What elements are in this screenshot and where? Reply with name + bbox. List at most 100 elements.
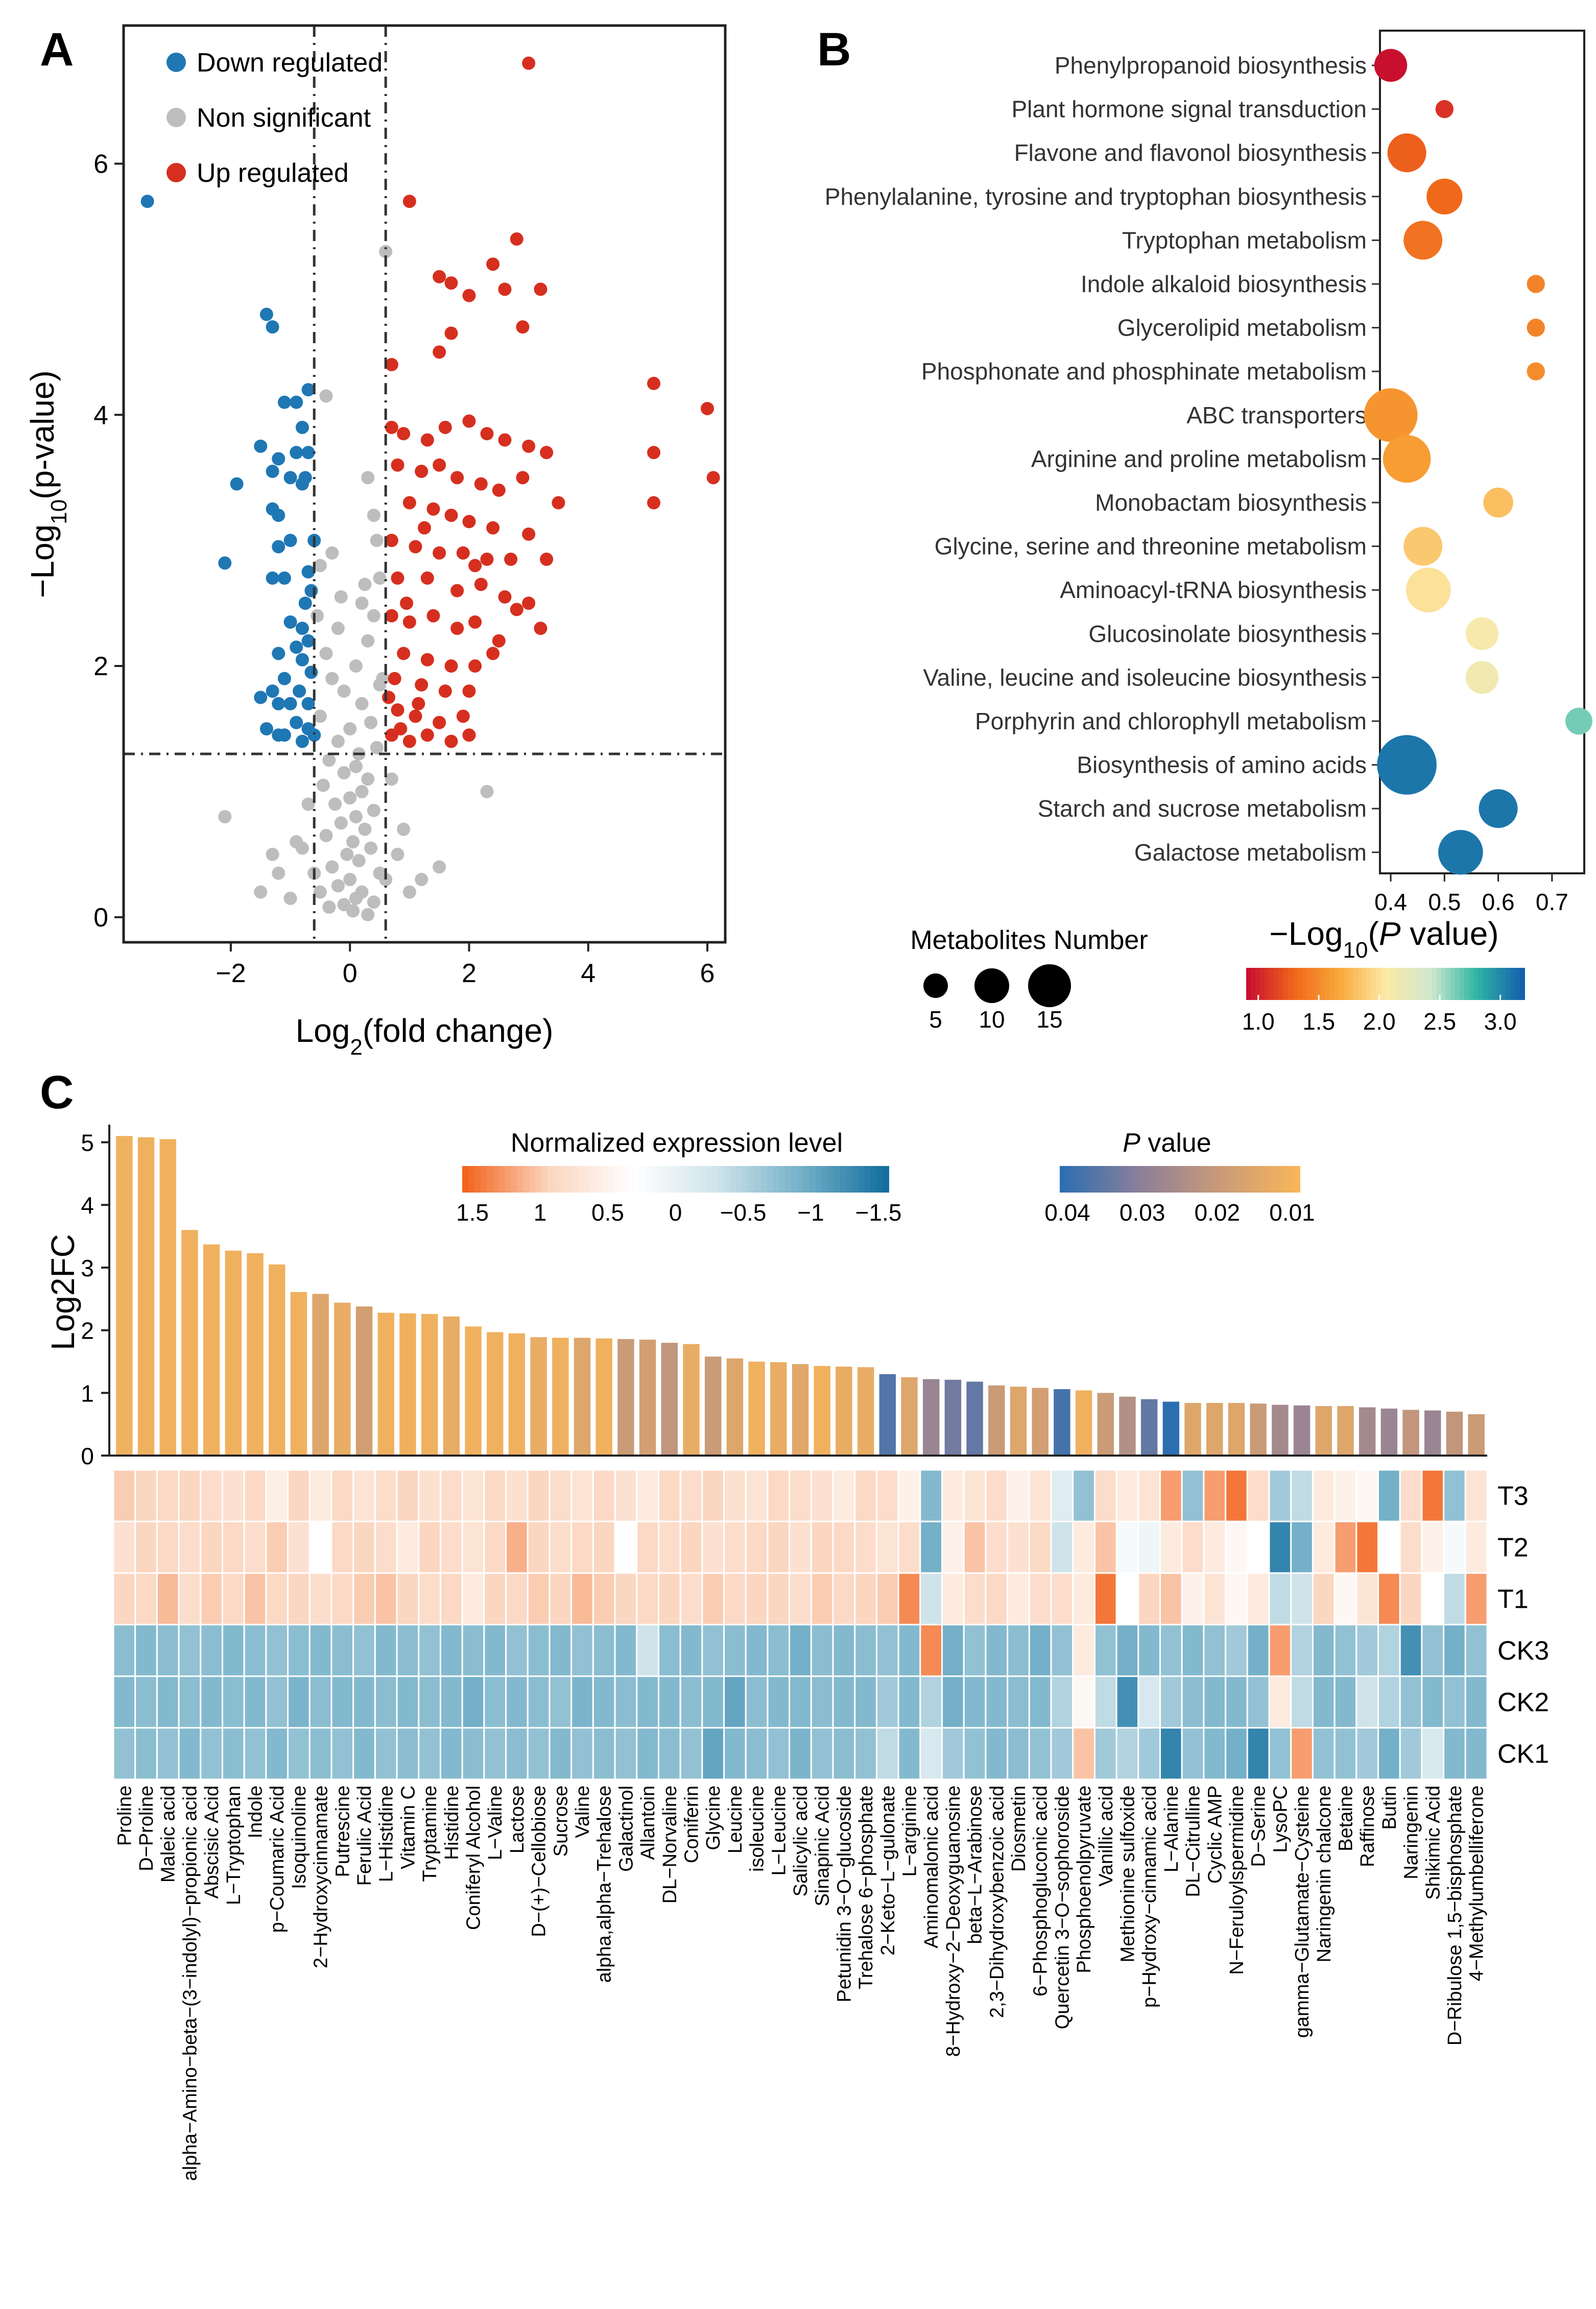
heatmap-cell <box>287 1624 311 1677</box>
pathway-x-tick-label: 0.6 <box>1482 889 1515 915</box>
volcano-x-ticks: −2 0 2 4 6 <box>216 942 714 988</box>
heatmap-cell <box>1421 1675 1445 1729</box>
color-legend-segment <box>1269 968 1275 1000</box>
heatmap-cell <box>200 1675 223 1729</box>
volcano-point <box>438 420 452 434</box>
color-legend-segment <box>1311 968 1317 1000</box>
heatmap-cell <box>243 1572 267 1626</box>
heatmap-cell <box>374 1727 398 1780</box>
color-legend-segment <box>1473 968 1479 1000</box>
log2fc-bar <box>595 1338 612 1456</box>
color-legend-segment <box>1274 968 1279 1000</box>
heatmap-cell <box>134 1469 158 1522</box>
heatmap-cell <box>265 1572 289 1626</box>
p-value-legend-segment <box>1280 1166 1286 1193</box>
color-legend-segment <box>1334 968 1340 1000</box>
volcano-point <box>444 326 458 340</box>
heatmap-row-label: CK3 <box>1497 1636 1549 1666</box>
volcano-point <box>325 672 339 685</box>
expression-legend-tick-label: 1.5 <box>456 1199 489 1226</box>
heatmap-cell <box>614 1469 638 1522</box>
heatmap-cell <box>265 1469 289 1522</box>
volcano-point <box>272 866 285 880</box>
volcano-frame <box>122 24 727 944</box>
volcano-point <box>498 590 512 604</box>
volcano-point <box>266 464 279 478</box>
color-legend-segment <box>1339 968 1344 1000</box>
volcano-point <box>349 759 363 773</box>
expression-legend-segment <box>627 1166 633 1193</box>
color-legend-tick-label: 1.0 <box>1242 1008 1275 1035</box>
volcano-point <box>480 784 494 798</box>
volcano-point <box>254 439 268 453</box>
heatmap-cell <box>1377 1572 1401 1626</box>
heatmap-cell <box>570 1675 594 1729</box>
p-value-legend-segment <box>1232 1166 1238 1193</box>
heatmap-cell <box>854 1624 877 1677</box>
heatmap-cell <box>352 1572 376 1626</box>
volcano-point <box>468 659 482 673</box>
heatmap-cell <box>875 1727 899 1780</box>
log2fc-bar <box>639 1340 656 1456</box>
heatmap-cell <box>527 1727 551 1780</box>
metabolite-label: Trehalose 6−phosphate <box>855 1786 877 1989</box>
heatmap-cell <box>439 1469 463 1522</box>
color-legend-segment <box>1283 968 1289 1000</box>
volcano-point <box>418 521 431 535</box>
pathway-label: Plant hormone signal transduction <box>1011 96 1367 123</box>
heatmap-cell <box>985 1727 1009 1780</box>
color-legend-segment <box>1459 968 1465 1000</box>
expression-legend-segment <box>578 1166 585 1193</box>
color-legend-segment <box>1515 968 1520 1000</box>
volcano-point <box>295 622 309 635</box>
volcano-point <box>444 659 458 673</box>
heatmap-cell <box>832 1572 856 1626</box>
heatmap-cell <box>1377 1727 1401 1780</box>
p-value-legend-segment <box>1276 1166 1281 1193</box>
heatmap-cell <box>439 1727 463 1780</box>
color-legend-segment <box>1422 968 1428 1000</box>
p-value-legend-segment <box>1170 1166 1176 1193</box>
pathway-label: Biosynthesis of amino acids <box>1077 752 1367 778</box>
expression-legend-segment <box>791 1166 798 1193</box>
heatmap-cell <box>745 1469 769 1522</box>
heatmap-cell <box>767 1572 791 1626</box>
heatmap-cell <box>1203 1520 1227 1574</box>
log2fc-bar <box>922 1379 940 1456</box>
heatmap-cell <box>374 1572 398 1626</box>
volcano-point <box>272 647 285 660</box>
metabolites-number-legend-title: Metabolites Number <box>910 925 1148 955</box>
heatmap-cell <box>1203 1469 1227 1522</box>
p-value-legend-segment <box>1295 1166 1300 1193</box>
heatmap-cell <box>1312 1624 1336 1677</box>
volcano-point <box>259 307 273 321</box>
heatmap-cell <box>701 1520 725 1574</box>
volcano-point <box>322 753 336 767</box>
volcano-point <box>456 709 470 723</box>
expression-legend-segment <box>827 1166 835 1193</box>
volcano-point <box>450 471 464 485</box>
p-value-legend-segment <box>1285 1166 1291 1193</box>
log2fc-bar <box>792 1364 809 1456</box>
heatmap-cell <box>134 1727 158 1780</box>
heatmap-cell <box>505 1572 529 1626</box>
heatmap-cell <box>679 1572 703 1626</box>
volcano-point <box>334 816 348 830</box>
heatmap-cell <box>461 1624 485 1677</box>
p-value-legend-segment <box>1194 1166 1200 1193</box>
volcano-point <box>522 439 536 453</box>
heatmap-cell <box>1421 1727 1445 1780</box>
volcano-point <box>415 873 428 887</box>
heatmap-cell <box>767 1624 791 1677</box>
log2fc-bar <box>159 1139 176 1456</box>
heatmap-cell <box>723 1520 747 1574</box>
heatmap-cell <box>527 1675 551 1729</box>
size-legend-label: 5 <box>929 1006 942 1033</box>
size-legend-dot <box>974 968 1009 1003</box>
log2fc-bar <box>1446 1412 1463 1456</box>
heatmap-cell <box>200 1624 223 1677</box>
heatmap-cell <box>636 1572 659 1626</box>
heatmap-cell <box>985 1520 1009 1574</box>
metabolite-label: Indole <box>245 1786 267 1839</box>
heatmap-cell <box>592 1469 616 1522</box>
